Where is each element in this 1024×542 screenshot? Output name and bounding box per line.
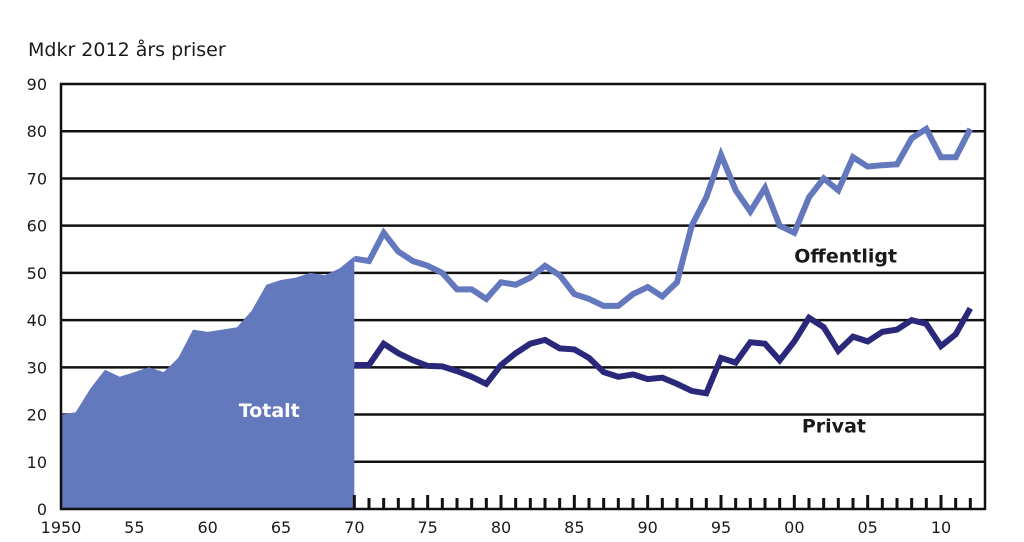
y-tick-label: 40 (27, 311, 47, 330)
x-tick-label: 10 (931, 518, 951, 537)
series-label-privat: Privat (802, 416, 866, 438)
y-tick-label: 30 (27, 358, 47, 377)
x-tick-labels: 1950 55 60 65 70 75 80 85 90 95 00 05 10 (41, 518, 952, 537)
y-tick-label: 80 (27, 122, 47, 141)
x-tick-label: 60 (197, 518, 217, 537)
y-tick-label: 0 (37, 500, 47, 519)
line-privat (354, 306, 973, 397)
annotations: Totalt Offentligt Privat (239, 246, 897, 438)
y-tick-label: 90 (27, 75, 47, 94)
y-tick-label: 60 (27, 217, 47, 236)
x-tick-label: 55 (124, 518, 144, 537)
area-totalt (61, 256, 355, 509)
area-layer (61, 256, 355, 509)
x-tick-label: 75 (417, 518, 437, 537)
x-tick-label: 95 (711, 518, 731, 537)
x-tick-label: 65 (271, 518, 291, 537)
x-tick-label: 90 (637, 518, 657, 537)
x-tick-label: 1950 (41, 518, 82, 537)
y-tick-label: 50 (27, 264, 47, 283)
x-tick-label: 05 (857, 518, 877, 537)
x-tick-label: 00 (784, 518, 804, 537)
y-axis-label: Mdkr 2012 års priser (28, 38, 226, 61)
series-label-totalt: Totalt (239, 400, 300, 422)
lines-layer (353, 124, 973, 397)
plot-frame (59, 82, 987, 511)
series-label-offentligt: Offentligt (794, 246, 897, 268)
line-offentligt (353, 124, 973, 309)
y-tick-label: 70 (27, 169, 47, 188)
x-tick-label: 70 (344, 518, 364, 537)
y-tick-label: 20 (27, 406, 47, 425)
y-tick-label: 10 (27, 453, 47, 472)
x-minor-ticks (352, 495, 972, 509)
x-tick-label: 85 (564, 518, 584, 537)
x-tick-label: 80 (491, 518, 511, 537)
y-tick-labels: 0 10 20 30 40 50 60 70 80 90 (27, 75, 47, 519)
